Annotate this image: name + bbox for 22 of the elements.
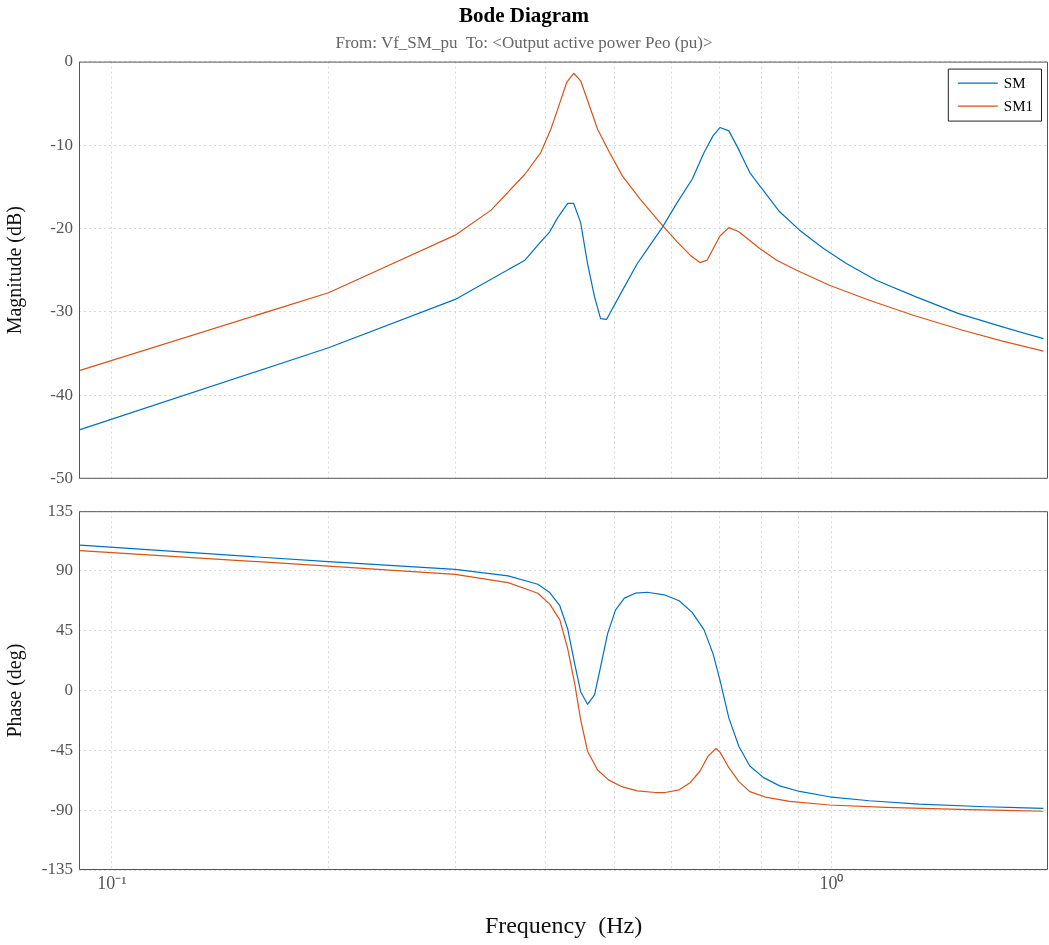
y-tick-label: 0 bbox=[64, 680, 73, 700]
y-tick-label: -90 bbox=[50, 799, 73, 819]
y-tick-label: -30 bbox=[50, 301, 73, 321]
y-tick-label: -20 bbox=[50, 217, 73, 237]
x-tick-label: 10⁰ bbox=[819, 872, 844, 893]
y-tick-label: 45 bbox=[56, 620, 73, 640]
chart-title: Bode Diagram bbox=[458, 3, 590, 28]
y-tick-label: -50 bbox=[50, 468, 73, 488]
legend-label: SM bbox=[1003, 75, 1026, 92]
x-tick-label: 10⁻¹ bbox=[97, 872, 127, 893]
y-axis-title: Magnitude (dB) bbox=[3, 206, 27, 335]
y-tick-label: -10 bbox=[50, 134, 73, 154]
y-tick-label: -45 bbox=[50, 739, 73, 759]
legend-label: SM1 bbox=[1003, 98, 1034, 115]
y-axis-title: Phase (deg) bbox=[3, 643, 27, 738]
y-tick-label: -135 bbox=[41, 859, 73, 879]
y-tick-label: 90 bbox=[56, 560, 73, 580]
y-tick-label: 0 bbox=[64, 51, 73, 71]
chart-subtitle: From: Vf_SM_pu To: <Output active power Peo (pu)> bbox=[335, 32, 713, 52]
y-tick-label: -40 bbox=[50, 384, 73, 404]
y-tick-label: 135 bbox=[47, 500, 73, 520]
x-axis-title: Frequency (Hz) bbox=[484, 911, 643, 938]
